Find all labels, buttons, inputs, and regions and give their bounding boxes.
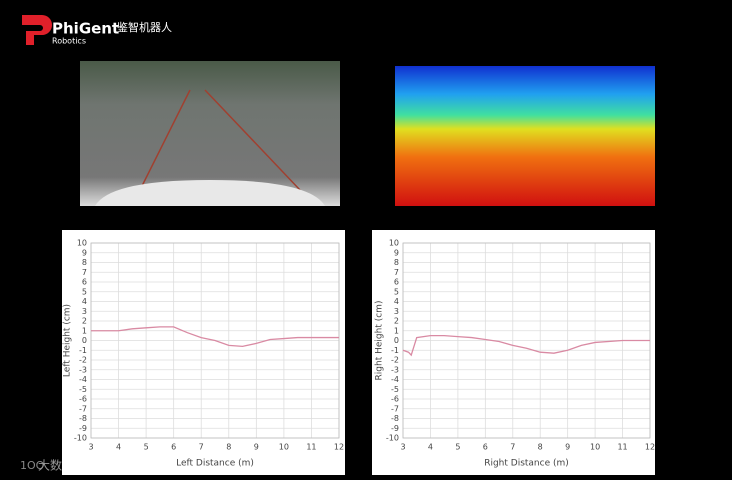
y-tick-label: 10 (77, 239, 87, 248)
x-tick-label: 3 (400, 443, 405, 452)
y-tick-label: -8 (79, 414, 87, 423)
x-tick-label: 6 (171, 443, 176, 452)
brand-cn: 鉴智机器人 (117, 20, 172, 34)
y-tick-label: 2 (82, 317, 87, 326)
y-tick-label: 1 (82, 326, 87, 335)
y-tick-label: 0 (394, 336, 399, 345)
y-tick-label: 8 (82, 258, 87, 267)
y-tick-label: 10 (389, 239, 399, 248)
plot-frame (90, 242, 340, 439)
y-tick-label: 7 (394, 268, 399, 277)
y-axis-label: Left Height (cm) (63, 304, 73, 377)
y-tick-label: 3 (82, 307, 87, 316)
y-tick-label: -9 (391, 424, 399, 433)
y-tick-label: 9 (394, 248, 399, 257)
x-tick-label: 6 (483, 443, 488, 452)
y-tick-label: 0 (82, 336, 87, 345)
chart-panel (372, 230, 655, 475)
x-tick-label: 12 (334, 443, 344, 452)
y-tick-label: 6 (82, 278, 87, 287)
y-tick-label: 9 (82, 248, 87, 257)
y-tick-label: -5 (391, 385, 399, 394)
y-tick-label: 6 (394, 278, 399, 287)
x-tick-label: 4 (116, 443, 121, 452)
x-tick-label: 9 (565, 443, 570, 452)
y-tick-label: -4 (391, 375, 399, 384)
y-tick-label: 1 (394, 326, 399, 335)
y-tick-label: -9 (79, 424, 87, 433)
y-tick-label: 5 (82, 287, 87, 296)
y-tick-label: -7 (391, 404, 399, 413)
x-tick-label: 5 (455, 443, 460, 452)
x-axis-label: Right Distance (m) (484, 459, 569, 469)
y-tick-label: -1 (79, 346, 87, 355)
y-tick-label: -6 (79, 395, 87, 404)
y-tick-label: -7 (79, 404, 87, 413)
y-tick-label: -8 (391, 414, 399, 423)
y-tick-label: -1 (391, 346, 399, 355)
x-tick-label: 8 (226, 443, 231, 452)
y-tick-label: -2 (79, 356, 87, 365)
x-tick-label: 12 (645, 443, 655, 452)
watermark-logo: 1OO (20, 459, 45, 472)
x-tick-label: 10 (279, 443, 289, 452)
x-tick-label: 8 (538, 443, 543, 452)
brand-sub: Robotics (52, 37, 86, 46)
y-tick-label: 5 (394, 287, 399, 296)
y-tick-label: 4 (82, 297, 87, 306)
x-tick-label: 9 (254, 443, 259, 452)
lane-overlay (139, 89, 301, 191)
y-tick-label: -3 (391, 365, 399, 374)
x-tick-label: 5 (144, 443, 149, 452)
y-tick-label: -5 (79, 385, 87, 394)
x-tick-label: 7 (510, 443, 515, 452)
y-tick-label: -3 (79, 365, 87, 374)
y-tick-label: 3 (394, 307, 399, 316)
x-tick-label: 10 (590, 443, 600, 452)
y-tick-label: -4 (79, 375, 87, 384)
x-tick-label: 3 (88, 443, 93, 452)
logo-mark (22, 15, 52, 45)
x-tick-label: 4 (428, 443, 433, 452)
y-tick-label: 7 (82, 268, 87, 277)
depth-image (395, 66, 655, 206)
x-tick-label: 7 (199, 443, 204, 452)
x-tick-label: 11 (306, 443, 316, 452)
y-axis-label: Right Height (cm) (375, 301, 385, 381)
y-tick-label: -2 (391, 356, 399, 365)
y-tick-label: -6 (391, 395, 399, 404)
y-tick-label: 4 (394, 297, 399, 306)
brand: PhiGent (52, 20, 119, 38)
y-tick-label: 2 (394, 317, 399, 326)
x-axis-label: Left Distance (m) (176, 459, 254, 469)
car-hood (95, 180, 325, 206)
chart-panel (62, 230, 345, 475)
y-tick-label: 8 (394, 258, 399, 267)
data-line (91, 326, 339, 348)
y-tick-label: -10 (74, 434, 87, 443)
data-line (402, 334, 650, 357)
x-tick-label: 11 (617, 443, 627, 452)
y-tick-label: -10 (386, 434, 399, 443)
